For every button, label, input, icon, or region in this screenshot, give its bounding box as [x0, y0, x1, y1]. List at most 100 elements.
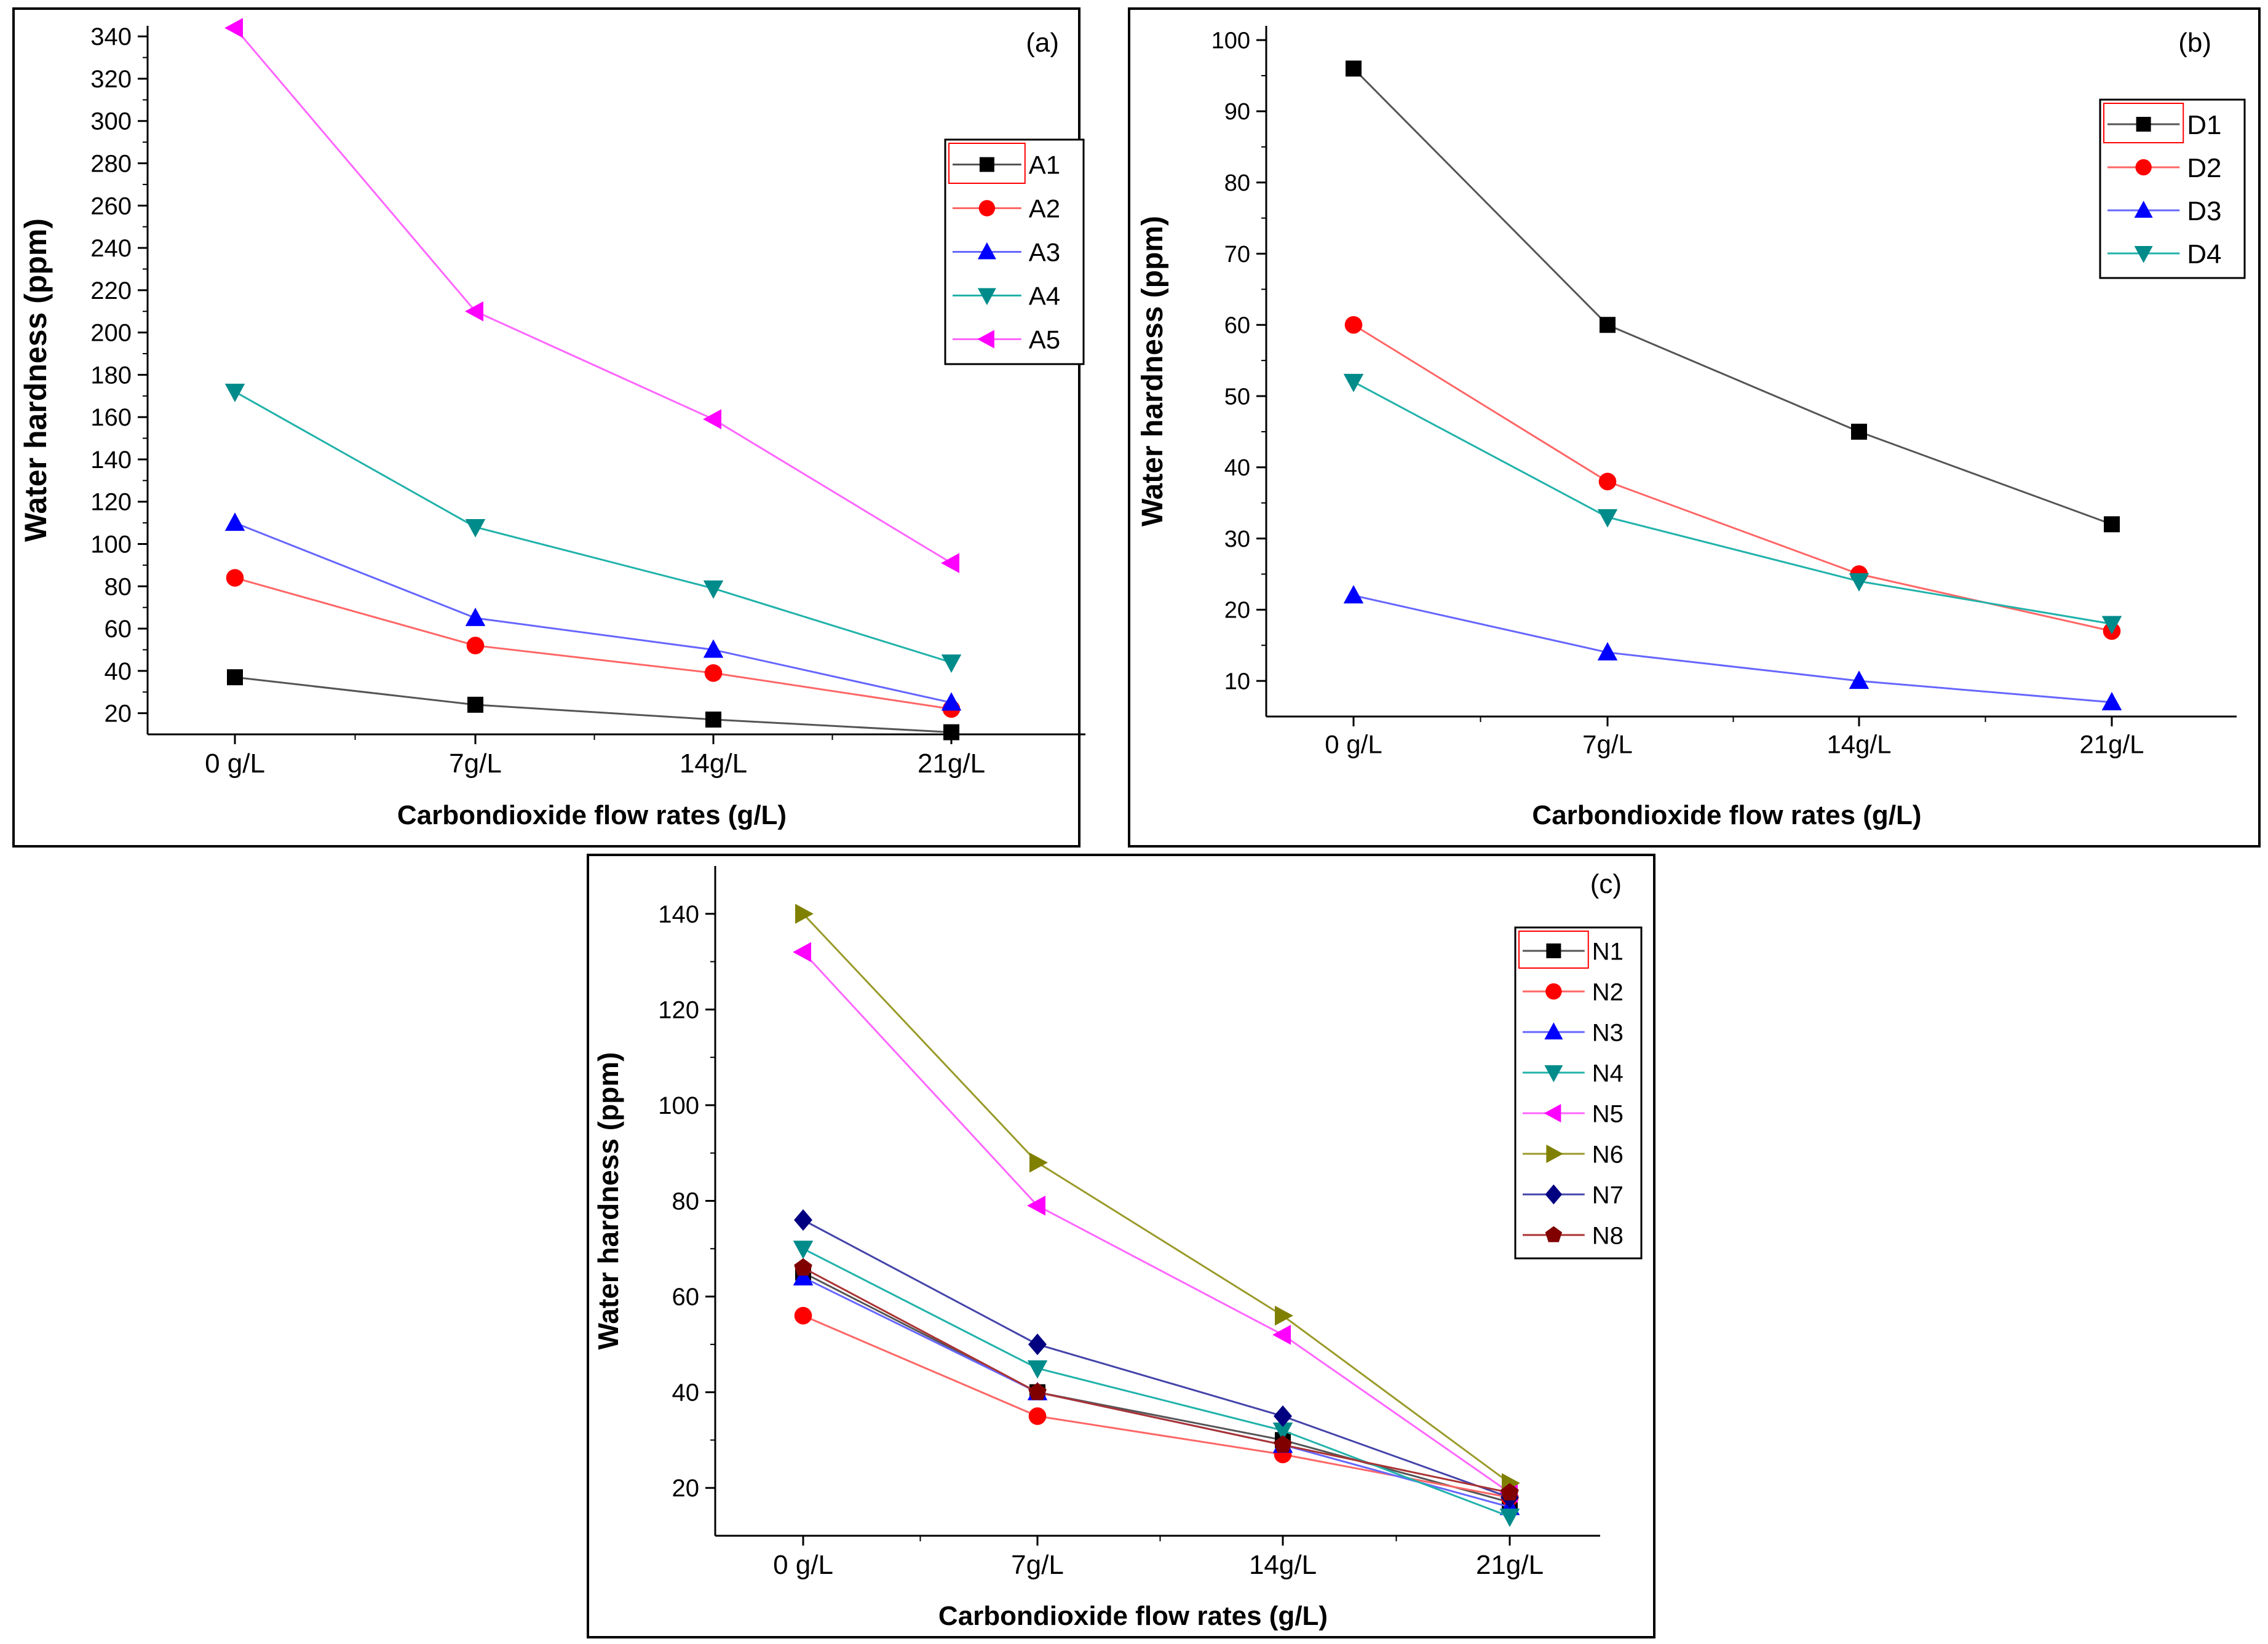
data-point-N3	[793, 1267, 814, 1285]
data-point-A5	[703, 409, 721, 429]
data-point-N8	[1028, 1383, 1047, 1400]
data-point-N5	[1272, 1325, 1291, 1345]
data-point-N5	[793, 942, 811, 963]
data-point-D4	[1849, 573, 1870, 592]
data-point-A4	[703, 580, 724, 599]
panel-frame	[587, 854, 1655, 1638]
series-line-N6	[802, 913, 1510, 1484]
series-group	[224, 18, 962, 741]
data-point-D1	[2104, 516, 2120, 533]
data-point-A3	[465, 607, 486, 626]
panel-frame	[12, 7, 1080, 848]
data-point-A3	[224, 512, 245, 531]
legend-marker-N3	[1544, 1022, 1563, 1039]
data-point-D4	[1343, 373, 1364, 392]
x-tick-label: 21g/L	[2079, 730, 2144, 759]
legend-highlight	[2103, 103, 2184, 143]
legend: A1 A2 A3 A4 A5	[944, 138, 1085, 365]
y-tick-labels: 20 40 60 80 100 120 140	[658, 901, 715, 1502]
y-axis-title: Water hardness (ppm)	[18, 218, 53, 542]
series-line-D3	[1353, 594, 2112, 704]
data-point-A1	[467, 696, 483, 713]
legend-label-N8: N8	[1592, 1222, 1624, 1249]
legend-marker-A3	[977, 242, 996, 260]
x-tick-label: 0 g/L	[205, 749, 265, 779]
legend-label-N1: N1	[1592, 938, 1624, 965]
data-point-A3	[703, 639, 724, 658]
series-line-N5	[802, 951, 1510, 1494]
y-tick-label: 70	[1224, 242, 1250, 268]
data-point-N7	[1028, 1333, 1047, 1356]
chart-panel-b: 10 20 30 40 50 60 70 80 90 100 0 g/L 7g/L 14g/L 21g/L…	[1128, 7, 2261, 848]
y-tick-label: 10	[1224, 669, 1250, 694]
legend-marker-A5	[977, 330, 994, 349]
y-tick-label: 90	[1224, 99, 1250, 125]
series-line-D4	[1353, 381, 2112, 625]
legend-label-N6: N6	[1592, 1141, 1624, 1168]
panel-label: (a)	[1026, 28, 1059, 58]
x-tick-label: 14g/L	[1249, 1550, 1317, 1580]
legend-marker-D3	[2134, 201, 2153, 218]
data-point-N6	[1275, 1305, 1293, 1326]
y-tick-label: 240	[90, 235, 132, 262]
y-tick-label: 80	[105, 573, 132, 600]
data-point-A5	[941, 553, 959, 573]
data-point-D3	[1597, 641, 1618, 661]
legend-marker-A4	[977, 288, 996, 306]
data-point-D1	[1346, 60, 1362, 77]
x-tick-label: 21g/L	[918, 749, 985, 779]
data-point-D3	[2101, 691, 2122, 710]
y-tick-label: 260	[90, 193, 132, 220]
legend-marker-N1	[1546, 943, 1561, 958]
legend-marker-N7	[1545, 1184, 1563, 1205]
data-point-A4	[465, 518, 486, 538]
series-line-A1	[234, 676, 952, 734]
y-tick-label: 140	[90, 447, 132, 474]
x-tick-label: 0 g/L	[1325, 730, 1382, 759]
y-tick-label: 80	[1224, 170, 1250, 196]
data-point-N7	[794, 1209, 812, 1231]
legend-marker-N6	[1546, 1145, 1563, 1163]
data-point-A5	[224, 18, 243, 38]
series-line-N1	[803, 1271, 1510, 1503]
y-tick-label: 100	[1211, 28, 1250, 54]
legend-marker-D4	[2134, 246, 2153, 263]
legend-label-N4: N4	[1592, 1060, 1624, 1087]
y-tick-label: 20	[105, 701, 132, 728]
y-tick-label: 340	[90, 23, 132, 50]
y-tick-label: 100	[658, 1092, 699, 1119]
y-tick-label: 40	[105, 658, 132, 685]
legend-label-A4: A4	[1029, 282, 1060, 311]
y-axis-title: Water hardness (ppm)	[592, 1052, 624, 1350]
data-point-N7	[1274, 1405, 1292, 1428]
data-point-N2	[794, 1306, 812, 1325]
y-tick-label: 60	[105, 616, 132, 643]
data-point-A4	[941, 654, 962, 673]
data-point-N6	[795, 903, 814, 924]
legend-label-A1: A1	[1029, 151, 1060, 180]
series-line-N8	[803, 1267, 1510, 1494]
x-tick-labels: 0 g/L 7g/L 14g/L 21g/L	[1325, 717, 2144, 759]
legend-marker-D1	[2136, 117, 2151, 132]
data-point-A1	[227, 669, 243, 686]
y-tick-label: 160	[90, 404, 132, 431]
data-point-N8	[1274, 1435, 1292, 1453]
data-point-A1	[943, 724, 959, 741]
legend: N1 N2 N3 N4 N5 N6 N7 N8	[1514, 926, 1643, 1260]
data-point-D2	[1598, 472, 1617, 491]
legend-highlight	[1518, 931, 1589, 969]
data-point-A3	[941, 692, 962, 711]
legend-marker-N8	[1545, 1226, 1563, 1242]
data-point-N4	[1272, 1422, 1293, 1441]
y-tick-label: 30	[1224, 526, 1250, 552]
series-line-A4	[234, 391, 952, 664]
data-point-A1	[705, 711, 721, 728]
legend-marker-A1	[979, 157, 994, 172]
y-tick-label: 180	[90, 362, 132, 389]
legend-label-N5: N5	[1592, 1100, 1624, 1127]
x-tick-label: 14g/L	[1826, 730, 1891, 759]
data-point-N2	[1028, 1407, 1047, 1425]
y-tick-label: 20	[672, 1475, 700, 1502]
data-point-N5	[1027, 1196, 1045, 1216]
